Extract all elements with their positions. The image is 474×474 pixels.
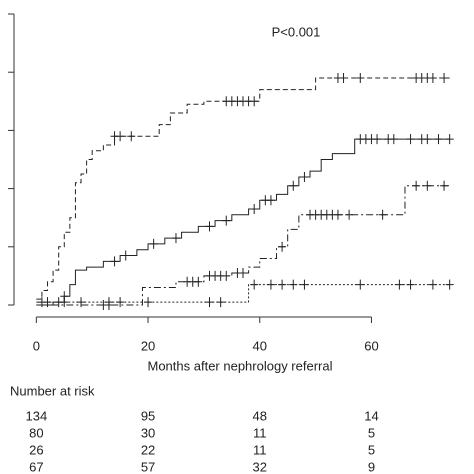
censor-mark — [389, 134, 398, 145]
censor-mark — [289, 180, 298, 191]
censor-mark — [144, 297, 153, 308]
p-value: P<0.001 — [272, 24, 321, 39]
censor-mark — [205, 297, 214, 308]
censor-mark — [127, 131, 136, 142]
censor-mark — [406, 279, 415, 290]
km-curve — [36, 138, 450, 306]
x-tick-label: 20 — [141, 338, 155, 353]
censor-mark — [239, 267, 247, 278]
km-curve — [36, 185, 450, 306]
risk-count: 32 — [253, 459, 267, 474]
x-tick-label: 40 — [253, 338, 267, 353]
censor-mark — [445, 279, 454, 290]
censor-mark — [222, 215, 231, 226]
censor-mark — [428, 73, 437, 84]
censor-mark — [77, 297, 86, 308]
risk-count: 67 — [29, 459, 43, 474]
censor-mark — [406, 134, 415, 145]
risk-count: 11 — [253, 442, 267, 457]
censor-mark — [194, 276, 203, 287]
x-tick-label: 60 — [364, 338, 378, 353]
x-axis-label: Months after nephrology referral — [148, 358, 333, 373]
risk-count: 57 — [141, 459, 155, 474]
x-tick-label: 0 — [33, 338, 40, 353]
risk-count: 30 — [141, 425, 155, 440]
censor-mark — [43, 297, 52, 308]
censor-mark — [278, 241, 287, 252]
censor-mark — [440, 73, 449, 84]
risk-count: 80 — [29, 425, 43, 440]
censor-mark — [412, 180, 421, 191]
censor-mark — [356, 73, 365, 84]
censor-mark — [356, 279, 365, 290]
censor-mark — [149, 238, 158, 249]
censor-mark — [339, 73, 348, 84]
censor-mark — [300, 279, 309, 290]
censor-mark — [205, 221, 214, 232]
censor-mark — [378, 209, 387, 220]
censor-mark — [250, 96, 259, 107]
censor-mark — [345, 209, 354, 220]
km-curve — [36, 284, 450, 303]
censor-mark — [395, 279, 404, 290]
censor-mark — [116, 131, 125, 142]
censor-mark — [222, 270, 231, 281]
risk-count: 14 — [364, 408, 378, 423]
censor-mark — [434, 134, 443, 145]
censor-mark — [440, 180, 449, 191]
censor-mark — [121, 250, 130, 261]
risk-count: 95 — [141, 408, 155, 423]
censor-mark — [216, 297, 225, 308]
risk-count: 26 — [29, 442, 43, 457]
censor-mark — [110, 256, 119, 267]
censor-mark — [60, 297, 69, 308]
risk-count: 11 — [253, 425, 267, 440]
risk-title: Number at risk — [10, 383, 95, 398]
censor-mark — [423, 180, 432, 191]
risk-count: 48 — [253, 408, 267, 423]
censor-mark — [445, 134, 454, 145]
censor-mark — [250, 203, 259, 214]
risk-count: 5 — [368, 442, 375, 457]
censor-mark — [171, 233, 180, 244]
censor-mark — [266, 195, 275, 206]
censor-mark — [373, 134, 382, 145]
censor-mark — [423, 134, 432, 145]
censor-mark — [278, 279, 287, 290]
censor-mark — [300, 171, 309, 182]
censor-mark — [289, 279, 298, 290]
censor-mark — [428, 279, 437, 290]
censor-mark — [104, 297, 113, 308]
censor-mark — [266, 279, 275, 290]
censor-mark — [333, 209, 342, 220]
risk-count: 5 — [368, 425, 375, 440]
risk-count: 134 — [25, 408, 47, 423]
censor-mark — [250, 279, 259, 290]
km-curve — [36, 77, 450, 300]
risk-count: 9 — [368, 459, 375, 474]
risk-count: 22 — [141, 442, 155, 457]
censor-mark — [116, 297, 125, 308]
